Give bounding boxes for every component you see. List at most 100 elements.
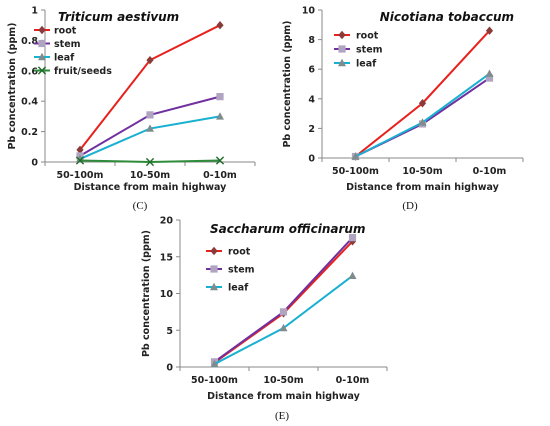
legend-swatch-marker: [38, 25, 46, 35]
panel-label: (D): [402, 200, 418, 212]
data-point: [418, 118, 427, 126]
legend-label: stem: [228, 265, 255, 276]
y-tick-label: 5: [166, 326, 173, 337]
legend-label: leaf: [228, 283, 249, 294]
x-tick-label: 10-50m: [263, 375, 303, 386]
data-point: [216, 112, 224, 120]
series-root: [76, 21, 224, 155]
y-tick-label: 0: [31, 158, 38, 169]
legend-label: leaf: [54, 53, 75, 64]
data-point: [351, 152, 360, 160]
chart-title: Nicotiana tobaccum: [380, 10, 514, 24]
legend-label: root: [228, 247, 251, 258]
data-point: [216, 21, 224, 30]
y-tick-label: 0: [308, 154, 315, 165]
data-point: [216, 93, 224, 101]
legend: root stem leaf: [334, 31, 383, 70]
series-line: [355, 77, 491, 158]
chart-panel: 0 0.2 0.4 0.6 0.8 1 50-100m 10-50m 0-10mDistance…: [7, 6, 256, 212]
legend-swatch-marker: [38, 52, 46, 61]
y-axis-title: Pb concentration (ppm): [141, 230, 152, 357]
y-tick-label: 0.4: [21, 97, 38, 108]
legend-label: root: [54, 26, 77, 37]
legend-label: stem: [356, 45, 383, 56]
data-point: [146, 111, 154, 119]
legend-item: stem: [206, 265, 255, 276]
data-point: [215, 156, 225, 165]
x-axis-title: Distance from main highway: [346, 182, 500, 193]
y-tick-label: 4: [308, 94, 315, 105]
x-tick-label: 10-50m: [402, 166, 442, 177]
data-point: [145, 157, 155, 167]
legend-swatch-marker: [338, 30, 346, 40]
legend: root stem leaf fruit/seeds: [34, 26, 112, 77]
y-tick-label: 20: [160, 216, 174, 227]
y-tick-label: 2: [308, 124, 315, 135]
chart-panel: 0 5 10 15 20 50-100m 10-50m 0-10m Distance from …: [141, 216, 388, 422]
legend-item: root: [34, 26, 77, 37]
series-leaf: [76, 112, 224, 163]
data-point: [485, 74, 494, 82]
panel-label: (C): [133, 200, 148, 212]
x-axis-title: Distance from main highway: [74, 182, 228, 193]
chart-title: Triticum aestivum: [58, 10, 179, 24]
legend-swatch-marker: [338, 45, 346, 53]
data-point: [146, 55, 154, 65]
data-point: [75, 156, 85, 165]
data-point: [348, 271, 357, 280]
legend-swatch-marker: [210, 265, 218, 273]
y-axis-title: Pb concentration (ppm): [282, 20, 293, 147]
legend-label: stem: [54, 39, 81, 50]
y-axis-title: Pb concentration (ppm): [7, 22, 18, 149]
legend-item: root: [334, 31, 379, 42]
legend-swatch-marker: [37, 66, 47, 75]
data-point: [485, 26, 494, 35]
y-tick-label: 15: [160, 252, 173, 263]
y-tick-label: 6: [308, 65, 315, 76]
series-leaf: [351, 69, 494, 160]
y-tick-label: 0.8: [21, 36, 38, 47]
y-tick-label: 10: [302, 6, 316, 17]
y-tick-label: 0: [166, 363, 173, 374]
data-point: [485, 69, 494, 77]
data-point: [279, 308, 288, 316]
y-tick-label: 0.6: [21, 66, 38, 77]
x-tick-label: 0-10m: [336, 375, 370, 386]
legend-swatch-marker: [210, 246, 218, 256]
x-tick-label: 0-10m: [203, 170, 237, 181]
y-tick-label: 0.2: [21, 127, 38, 138]
y-tick-label: 10: [160, 289, 174, 300]
x-tick-label: 50-100m: [57, 170, 104, 181]
chart-title: Saccharum officinarum: [210, 222, 365, 236]
legend-label: root: [356, 31, 379, 42]
legend-item: leaf: [34, 53, 75, 64]
series-leaf: [210, 271, 357, 368]
y-tick-label: 1: [31, 6, 38, 17]
series-fruit-seeds: [75, 156, 225, 167]
series-line: [355, 72, 491, 158]
data-point: [279, 323, 288, 332]
x-axis-title: Distance from main highway: [207, 391, 361, 402]
chart-panel: 0 2 4 6 8 10 50-100m 10-50m 0-10m Distance from m…: [282, 6, 524, 212]
panel-label: (E): [275, 410, 289, 422]
x-tick-label: 10-50m: [130, 170, 170, 181]
x-tick-label: 50-100m: [332, 166, 379, 177]
legend-item: leaf: [206, 283, 249, 294]
legend-label: fruit/seeds: [54, 66, 112, 77]
x-tick-label: 0-10m: [473, 166, 507, 177]
data-point: [348, 234, 357, 242]
y-tick-label: 8: [308, 35, 315, 46]
legend-label: leaf: [356, 59, 377, 70]
data-point: [210, 359, 219, 368]
data-point: [418, 99, 427, 108]
data-point: [76, 145, 84, 155]
legend-item: fruit/seeds: [34, 66, 112, 77]
legend: root stem leaf: [206, 247, 255, 294]
x-tick-label: 50-100m: [191, 375, 238, 386]
legend-swatch-marker: [38, 39, 46, 48]
data-point: [146, 124, 154, 132]
legend-item: stem: [334, 45, 383, 56]
legend-swatch-marker: [210, 282, 218, 291]
legend-item: stem: [34, 39, 81, 50]
